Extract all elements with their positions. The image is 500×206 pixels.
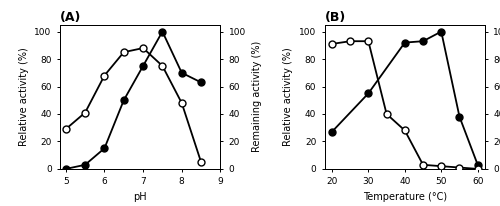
Y-axis label: Relative activity (%): Relative activity (%) [19, 47, 29, 146]
Text: (B): (B) [324, 11, 346, 23]
Text: (A): (A) [60, 11, 82, 23]
X-axis label: pH: pH [134, 192, 147, 202]
Y-axis label: Remaining activity (%): Remaining activity (%) [252, 41, 262, 152]
Y-axis label: Relative activity (%): Relative activity (%) [284, 47, 294, 146]
X-axis label: Temperature (°C): Temperature (°C) [362, 192, 447, 202]
